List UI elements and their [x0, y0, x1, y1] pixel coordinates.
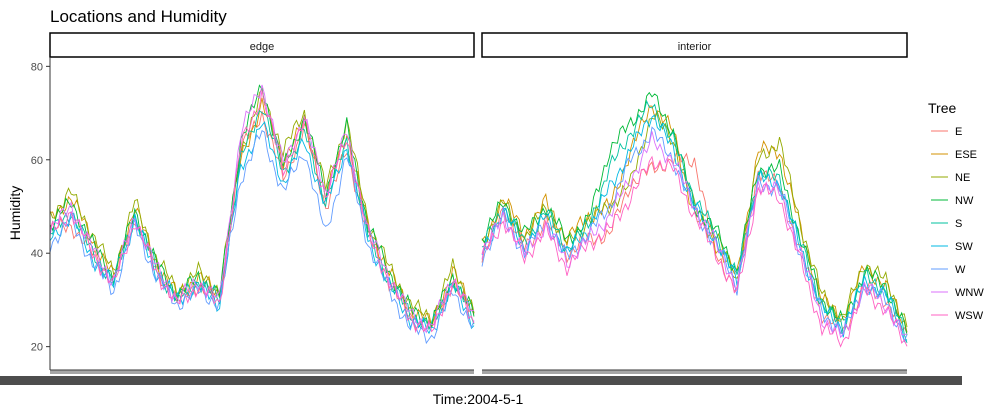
- chart-title: Locations and Humidity: [50, 7, 227, 26]
- legend-label-ese: ESE: [955, 149, 977, 161]
- legend-label-wsw: WSW: [955, 310, 984, 322]
- legend-label-ne: NE: [955, 172, 970, 184]
- series-line-wsw-edge: [49, 90, 475, 334]
- y-tick-label: 20: [31, 342, 43, 354]
- series-lines-interior: [481, 91, 908, 348]
- panel-interior: interior: [481, 32, 908, 374]
- series-line-ne-interior: [481, 110, 908, 328]
- series-line-sw-interior: [481, 114, 908, 343]
- legend-label-w: W: [955, 264, 966, 276]
- y-tick-label: 60: [31, 155, 43, 167]
- legend-label-sw: SW: [955, 241, 973, 253]
- y-axis-title: Humidity: [7, 186, 23, 240]
- series-line-wnw-edge: [49, 84, 475, 334]
- y-tick-label: 40: [31, 248, 43, 260]
- legend-title: Tree: [928, 100, 956, 116]
- series-line-wnw-interior: [481, 131, 908, 339]
- series-line-ese-interior: [481, 105, 908, 333]
- strip-interior: [481, 32, 908, 58]
- series-lines-edge: [49, 84, 475, 345]
- panel-edge: edge: [49, 32, 475, 374]
- series-line-wsw-interior: [481, 155, 908, 348]
- legend-label-wnw: WNW: [955, 287, 984, 299]
- x-axis-title: Time:2004-5-1: [433, 391, 524, 407]
- legend: Tree E ESE NE NW S SW W WNW WSW: [928, 100, 984, 322]
- x-ticks-interior: [482, 370, 907, 374]
- series-line-sw-edge: [49, 121, 475, 335]
- y-tick-label: 80: [31, 61, 43, 73]
- strip-label-edge: edge: [250, 41, 274, 53]
- strip-edge: [49, 32, 475, 58]
- strip-label-interior: interior: [678, 41, 712, 53]
- series-line-nw-interior: [481, 91, 908, 336]
- legend-label-e: E: [955, 126, 962, 138]
- legend-label-nw: NW: [955, 195, 974, 207]
- legend-label-s: S: [955, 218, 962, 230]
- series-line-s-edge: [49, 110, 475, 331]
- series-line-w-edge: [49, 130, 475, 345]
- series-line-e-interior: [481, 151, 908, 335]
- y-ticks: 20 40 60 80: [31, 61, 50, 354]
- x-tick-labels-overlap: [0, 376, 962, 385]
- x-ticks-edge: [50, 370, 474, 374]
- series-line-e-edge: [49, 111, 475, 333]
